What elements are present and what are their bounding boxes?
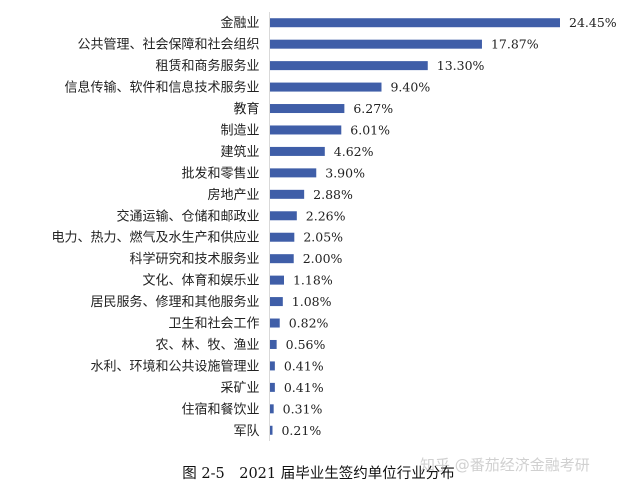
category-label: 水利、环境和公共设施管理业 [90, 359, 259, 374]
bar [270, 82, 382, 92]
bar [270, 361, 275, 371]
value-label: 1.18% [293, 273, 333, 288]
category-label: 交通运输、仓储和邮政业 [116, 208, 259, 224]
value-label: 6.27% [353, 101, 393, 116]
value-label: 2.26% [306, 208, 346, 223]
category-label: 房地产业 [207, 187, 259, 203]
bar [270, 318, 280, 328]
value-label: 0.41% [284, 380, 324, 395]
value-label: 24.45% [569, 15, 617, 30]
category-label: 文化、体育和娱乐业 [142, 273, 259, 289]
bar [270, 39, 482, 49]
value-label: 1.08% [292, 294, 332, 309]
bar [270, 61, 428, 71]
category-label: 住宿和餐饮业 [181, 401, 259, 417]
category-label: 军队 [233, 424, 259, 439]
chart-caption: 图 2-5 2021 届毕业生签约单位行业分布 [182, 466, 455, 482]
bar [270, 275, 284, 285]
category-label: 金融业 [220, 15, 259, 31]
value-label: 2.00% [303, 251, 343, 266]
bar [270, 382, 275, 392]
value-label: 13.30% [437, 58, 485, 73]
value-label: 6.01% [350, 122, 390, 137]
bar [270, 168, 317, 178]
category-label: 公共管理、社会保障和社会组织 [77, 37, 259, 53]
value-label: 2.88% [313, 187, 353, 202]
category-label: 电力、热力、燃气及水生产和供应业 [51, 230, 259, 246]
value-label: 9.40% [390, 80, 430, 95]
bar [270, 125, 342, 135]
bar-chart-svg: 金融业 24.45% 公共管理、社会保障和社会组织 17.87% 租赁和商务服务业 13.… [51, 12, 617, 441]
bar [270, 211, 297, 221]
category-label: 教育 [233, 101, 259, 117]
value-label: 17.87% [491, 37, 539, 52]
bar [270, 104, 345, 114]
value-label: 2.05% [303, 230, 343, 245]
category-label: 科学研究和技术服务业 [129, 251, 259, 267]
bar [270, 339, 277, 349]
value-label: 0.21% [281, 423, 321, 438]
bar [270, 297, 283, 307]
bar [270, 254, 294, 264]
category-label: 卫生和社会工作 [168, 316, 259, 332]
bar [270, 189, 305, 199]
bar [270, 18, 560, 28]
value-label: 0.56% [286, 337, 326, 352]
category-label: 农、林、牧、渔业 [155, 338, 259, 353]
category-label: 采矿业 [220, 381, 259, 396]
bar [270, 146, 325, 156]
bar [270, 404, 274, 414]
category-label: 批发和零售业 [181, 165, 259, 181]
category-label: 建筑业 [220, 144, 259, 160]
value-label: 3.90% [325, 165, 365, 180]
category-label: 居民服务、修理和其他服务业 [90, 294, 259, 310]
value-label: 0.41% [284, 358, 324, 373]
category-label: 租赁和商务服务业 [155, 58, 259, 74]
value-label: 4.62% [334, 144, 374, 159]
bar [270, 425, 273, 435]
bar [270, 232, 295, 242]
watermark: 知乎 @番茄经济金融考研 [420, 456, 590, 474]
category-label: 制造业 [220, 123, 259, 138]
value-label: 0.31% [283, 401, 323, 416]
category-label: 信息传输、软件和信息技术服务业 [64, 80, 259, 96]
value-label: 0.82% [289, 316, 329, 331]
